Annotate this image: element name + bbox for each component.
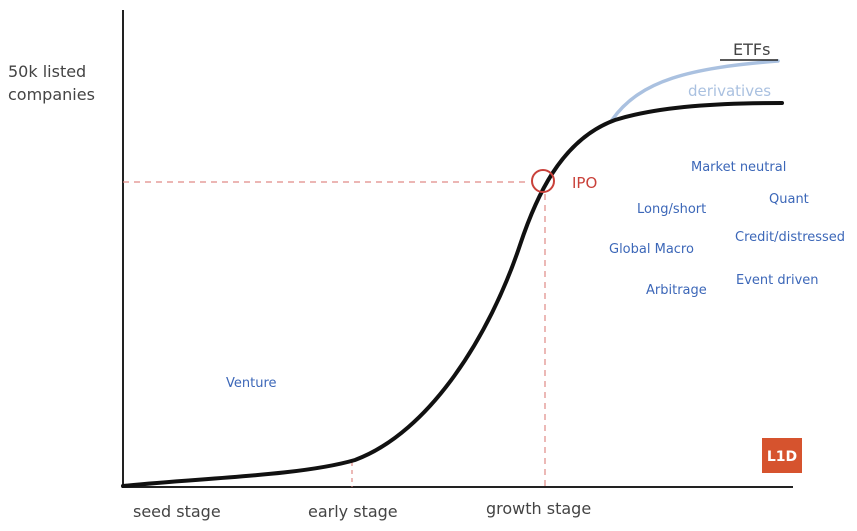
derivatives-label: derivatives xyxy=(688,82,771,100)
strategy-label: Quant xyxy=(769,192,809,207)
strategy-label: Arbitrage xyxy=(646,283,707,298)
strategy-label: Market neutral xyxy=(691,160,786,175)
y-axis-label: companies xyxy=(8,85,95,104)
stage-label: early stage xyxy=(308,502,398,521)
stage-label: seed stage xyxy=(133,502,221,521)
strategy-label: Global Macro xyxy=(609,242,694,257)
venture-label: Venture xyxy=(226,376,277,391)
s-curve xyxy=(121,101,784,488)
logo-box xyxy=(762,438,802,473)
strategy-label: Credit/distressed xyxy=(735,230,845,245)
derivatives-curve xyxy=(610,59,780,122)
y-axis-label: 50k listed xyxy=(8,62,86,81)
etfs-label: ETFs xyxy=(733,40,770,59)
ipo-label: IPO xyxy=(572,174,597,192)
strategy-label: Long/short xyxy=(637,202,706,217)
strategy-label: Event driven xyxy=(736,273,819,288)
logo-text: L1D xyxy=(767,449,797,465)
stage-label: growth stage xyxy=(486,499,591,518)
ipo-marker xyxy=(531,169,555,193)
